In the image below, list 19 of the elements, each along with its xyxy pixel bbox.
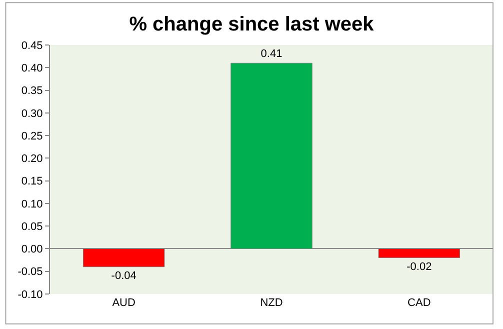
x-tick-label: CAD [408,297,431,309]
y-tick-label: 0.10 [21,198,43,210]
y-tick-label: 0.45 [21,40,43,52]
y-tick-label: -0.10 [18,288,43,301]
x-tick-label: NZD [260,297,283,309]
data-label: 0.41 [260,48,282,60]
data-label: -0.02 [406,260,432,273]
y-tick-label: 0.35 [21,85,43,98]
y-tick-label: 0.20 [21,153,43,166]
y-tick-label: 0.05 [21,220,43,233]
y-tick-label: 0.40 [21,62,43,74]
y-tick-label: 0.25 [21,130,43,142]
x-tick-label: AUD [112,297,136,309]
y-tick-label: 0.00 [21,244,43,256]
data-label: -0.04 [111,270,136,282]
chart-title: % change since last week [129,13,375,36]
y-tick-label: -0.05 [18,266,43,278]
y-tick-label: 0.15 [21,176,43,188]
y-tick-label: 0.30 [21,108,43,120]
